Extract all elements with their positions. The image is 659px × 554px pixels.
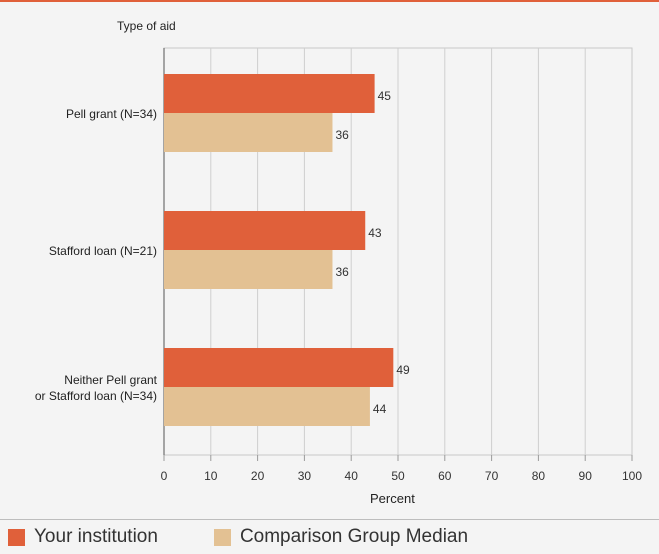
tick-label-x-30: 30 [298,469,312,483]
data-label-cat1-series1: 36 [335,265,349,279]
category-axis-title: Type of aid [117,19,176,33]
tick-label-x-0: 0 [161,469,168,483]
top-rule [0,0,659,2]
bar-cat1-series0 [164,211,366,250]
legend-label-comparison-median: Comparison Group Median [239,526,469,547]
bar-cat2-series1 [164,387,370,426]
x-axis-title: Percent [370,491,415,506]
data-label-cat2-series0: 49 [396,363,410,377]
tick-label-x-60: 60 [438,469,452,483]
legend-swatch-your-institution [8,528,25,546]
data-label-cat0-series0: 45 [378,89,392,103]
tick-label-x-70: 70 [485,469,499,483]
data-label-cat1-series0: 43 [368,226,382,240]
tick-label-x-90: 90 [579,469,593,483]
bar-cat0-series1 [164,113,333,152]
legend-swatch-comparison-median [213,528,231,546]
tick-label-x-50: 50 [391,469,405,483]
legend-item-your-institution: Your institution [8,526,158,548]
category-label-stafford-loan: Stafford loan (N=21) [48,244,157,258]
bar-cat2-series0 [164,348,394,387]
bar-cat1-series1 [164,250,333,289]
data-label-cat2-series1: 44 [373,402,387,416]
tick-label-x-20: 20 [251,469,265,483]
tick-label-x-100: 100 [622,469,642,483]
data-label-cat0-series1: 36 [335,128,349,142]
bar-cat0-series0 [164,74,375,113]
category-label-pell-grant: Pell grant (N=34) [65,107,157,121]
tick-label-x-10: 10 [204,469,218,483]
tick-label-x-40: 40 [345,469,359,483]
legend-item-comparison-median: Comparison Group Median [213,526,469,548]
tick-label-x-80: 80 [532,469,546,483]
legend-divider [0,519,659,520]
legend-label-your-institution: Your institution [34,526,158,547]
legend: Your institution Comparison Group Median [8,526,524,548]
category-label-neither: Neither Pell grant or Stafford loan (N=3… [34,373,157,403]
